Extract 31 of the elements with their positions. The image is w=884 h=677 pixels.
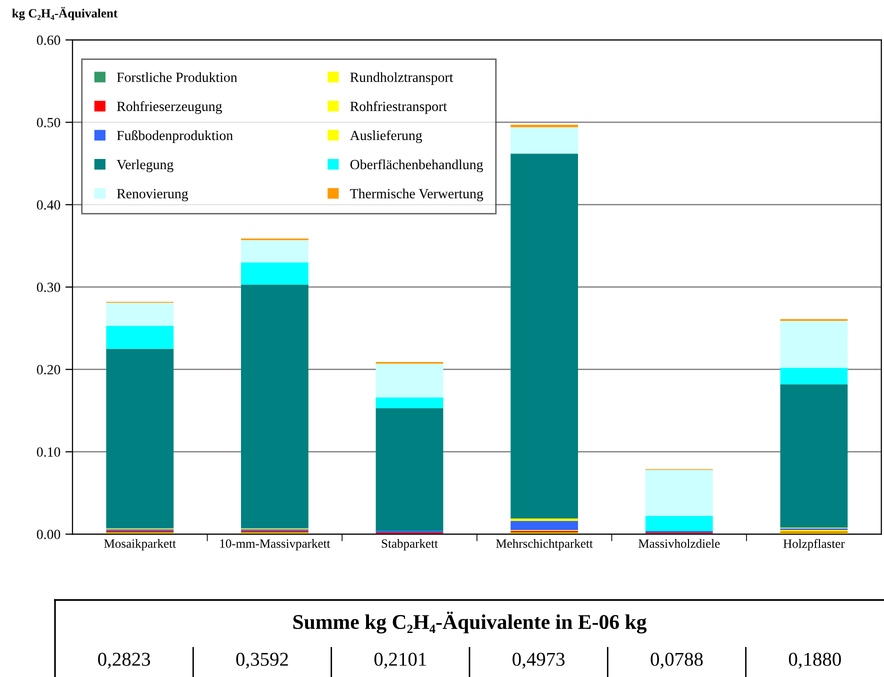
x-tick-label: 10-mm-Massivparkett [220,539,330,550]
text: 0,1880 [788,652,841,669]
y-tick-label: 0.50 [36,118,60,128]
text: 0,3592 [236,652,288,669]
y-tick-label: 0.60 [36,36,60,45]
y-tick-label: 0.00 [36,530,60,540]
legend-label: Rohfriestransport [350,101,447,114]
legend-label: Rundholztransport [350,72,454,85]
legend-label: Auslieferung [350,130,422,144]
legend-label: Oberflächenbehandlung [350,159,483,172]
legend-label: Fußbodenproduktion [116,130,233,144]
legend-label: Thermische Verwertung [350,188,484,202]
text: Summe kg C₂H₄-Äquivalente in E-06 kg [293,612,647,634]
text: 0,0788 [650,652,703,669]
legend-label: Rohfrieserzeugung [116,101,222,114]
text: 0,4973 [512,652,565,669]
x-tick-label: Holzpflaster [783,539,845,550]
y-tick-label: 0.40 [36,200,60,210]
x-tick-label: Mehrschichtparkett [496,539,593,550]
text: 0,2823 [98,652,150,669]
y-tick-label: 0.10 [36,447,60,457]
y-tick-label: 0.30 [36,282,60,292]
x-tick-label: Massivholzdiele [638,539,720,548]
legend-label: Renovierung [116,189,188,202]
legend-label: Verlegung [116,159,174,172]
text: 0,2101 [374,652,426,669]
y-tick-label: 0.20 [36,365,60,374]
legend-label: Forstliche Produktion [116,72,238,82]
y-axis-title: kg C₂H₄-Äquivalent [12,7,118,20]
x-tick-label: Stabparkett [382,539,438,550]
x-tick-label: Mosaikparkett [104,539,176,550]
